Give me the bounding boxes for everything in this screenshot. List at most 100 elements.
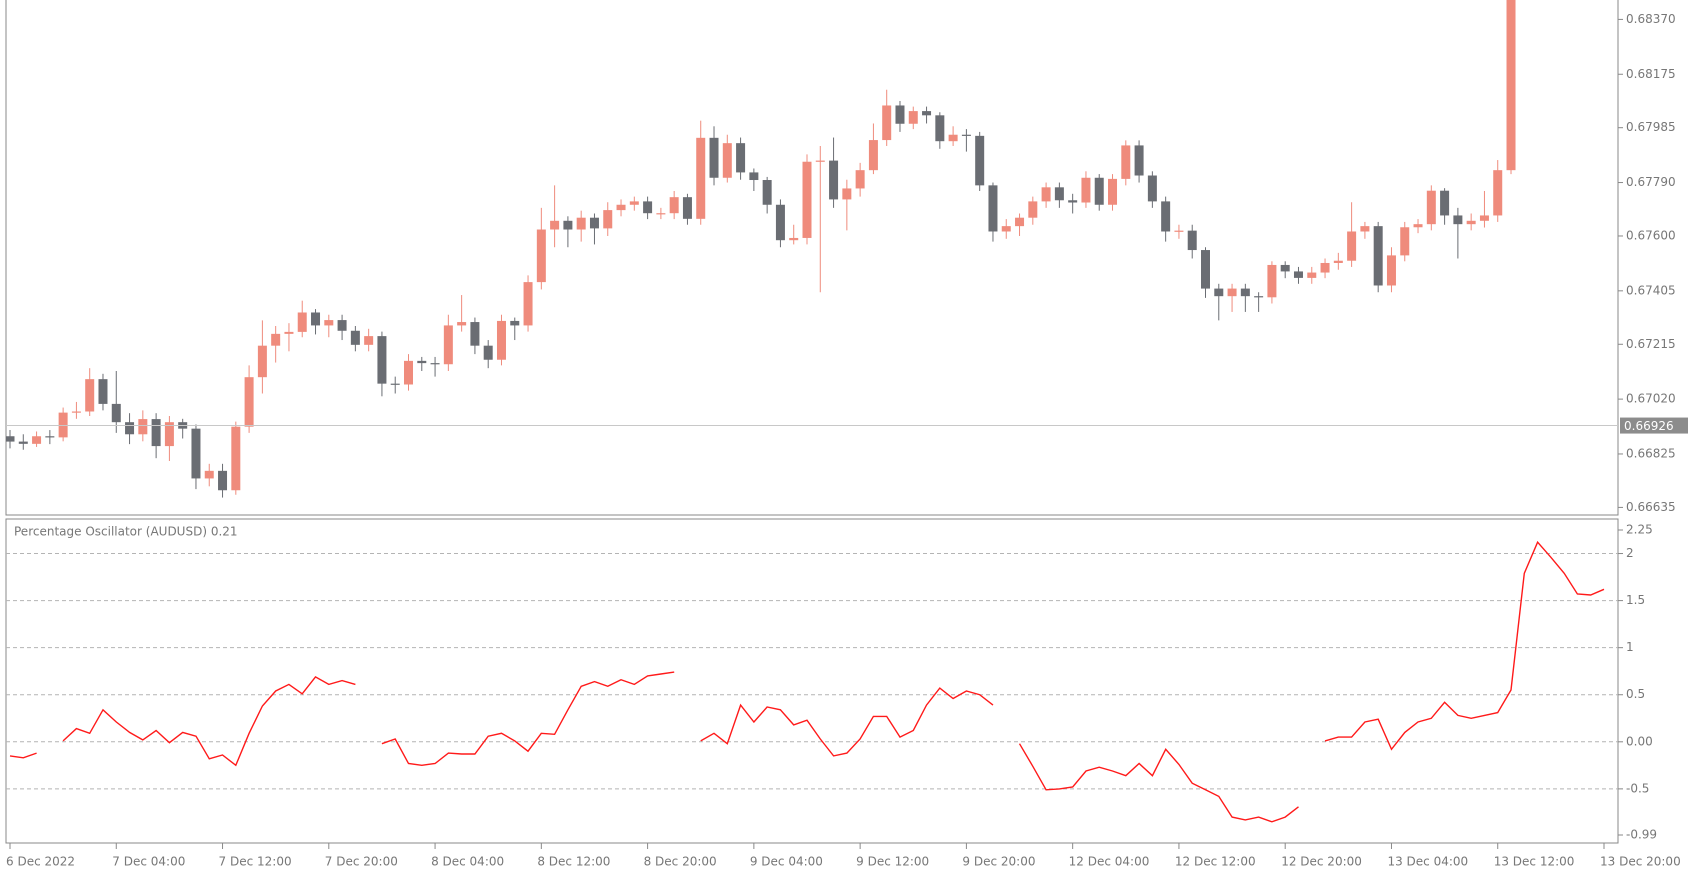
candle-body — [311, 312, 321, 326]
candle-body — [682, 197, 692, 219]
candle-body — [908, 111, 918, 124]
candle-body — [1333, 260, 1343, 263]
y-tick-label: -0.5 — [1626, 781, 1649, 795]
candle-body — [1493, 170, 1503, 216]
main-panel — [5, 0, 1619, 516]
candle-body — [98, 379, 108, 404]
candle-body — [789, 237, 799, 241]
candle-body — [483, 345, 493, 360]
candle-body — [377, 336, 387, 384]
candle-body — [1121, 145, 1131, 179]
candle-body — [257, 345, 267, 378]
candle-body — [125, 422, 135, 435]
candle-body — [895, 105, 905, 124]
candle-body — [151, 419, 161, 447]
indicator-title: Percentage Oscillator (AUDUSD) 0.21 — [14, 525, 238, 539]
candle-body — [417, 360, 427, 364]
candle-body — [164, 422, 174, 447]
candle-body — [284, 331, 294, 334]
candle-body — [85, 379, 95, 412]
y-tick-label: 1 — [1626, 640, 1634, 654]
candle-body — [390, 383, 400, 385]
candle-body — [350, 330, 360, 345]
candle-body — [1413, 224, 1423, 228]
candle-body — [244, 377, 254, 427]
candle-body — [1094, 177, 1104, 205]
candle-body — [1174, 230, 1184, 232]
candle-body — [1108, 178, 1118, 205]
y-tick-label: 0.67600 — [1626, 228, 1676, 242]
candle-body — [470, 322, 480, 346]
candle-body — [829, 160, 839, 200]
candle-body — [975, 135, 985, 186]
candle-body — [364, 336, 374, 345]
x-tick-label: 9 Dec 12:00 — [856, 855, 929, 869]
candle-body — [271, 333, 281, 346]
candle-body — [629, 201, 639, 205]
candle-body — [45, 436, 55, 438]
candles — [6, 0, 1516, 498]
candle-body — [1479, 215, 1489, 221]
candle-body — [1267, 264, 1277, 298]
y-tick-label: 0.68370 — [1626, 12, 1676, 26]
x-tick-label: 8 Dec 20:00 — [644, 855, 717, 869]
candle-body — [656, 213, 666, 215]
y-tick-label: 0.00 — [1626, 734, 1653, 748]
candle-body — [536, 229, 546, 283]
x-tick-label: 9 Dec 20:00 — [962, 855, 1035, 869]
candle-body — [643, 201, 653, 214]
candle-body — [616, 204, 626, 211]
candle-body — [1147, 175, 1157, 202]
candle-body — [1453, 215, 1463, 225]
candle-body — [1201, 250, 1210, 289]
candle-body — [722, 143, 732, 178]
y-tick-label: 0.67215 — [1626, 337, 1676, 351]
y-limit-label: -0.99 — [1626, 828, 1657, 842]
candle-body — [669, 197, 679, 214]
y-tick-label: 0.66635 — [1626, 500, 1676, 514]
candle-body — [1293, 271, 1303, 278]
candle-body — [1280, 264, 1290, 272]
x-tick-label: 13 Dec 04:00 — [1387, 855, 1468, 869]
y-tick-label: 0.67020 — [1626, 392, 1676, 406]
candle-body — [191, 428, 201, 479]
candle-body — [58, 412, 68, 438]
x-tick-label: 9 Dec 04:00 — [750, 855, 823, 869]
x-tick-label: 13 Dec 12:00 — [1494, 855, 1575, 869]
candle-body — [696, 137, 706, 219]
candle-body — [1081, 177, 1091, 203]
candle-body — [709, 137, 719, 178]
candle-body — [218, 470, 228, 491]
candle-body — [736, 143, 746, 173]
candle-body — [1134, 145, 1144, 176]
candle-body — [868, 140, 878, 171]
candle-body — [324, 320, 334, 326]
candle-body — [1041, 187, 1051, 202]
x-tick-label: 8 Dec 04:00 — [431, 855, 504, 869]
candle-body — [1373, 226, 1383, 286]
candle-body — [523, 282, 533, 326]
candle-body — [775, 204, 785, 241]
candle-body — [496, 320, 506, 360]
candle-body — [32, 436, 42, 444]
current-price-box — [1620, 417, 1688, 434]
candle-body — [948, 134, 958, 142]
candle-body — [430, 363, 440, 365]
y-tick-label: 0.66825 — [1626, 446, 1676, 460]
x-tick-label: 8 Dec 12:00 — [537, 855, 610, 869]
candle-body — [935, 115, 945, 142]
x-tick-label: 7 Dec 12:00 — [219, 855, 292, 869]
candle-body — [443, 325, 453, 365]
candle-body — [71, 411, 81, 413]
candle-body — [1187, 230, 1197, 251]
candle-body — [550, 220, 560, 230]
candle-body — [961, 134, 971, 136]
y-tick-label: 1.5 — [1626, 593, 1645, 607]
y-tick-label: 0.67405 — [1626, 283, 1676, 297]
candle-body — [1320, 262, 1330, 273]
candle-body — [1506, 0, 1516, 171]
candle-body — [231, 426, 241, 491]
candle-body — [111, 403, 121, 423]
candle-body — [510, 320, 520, 326]
